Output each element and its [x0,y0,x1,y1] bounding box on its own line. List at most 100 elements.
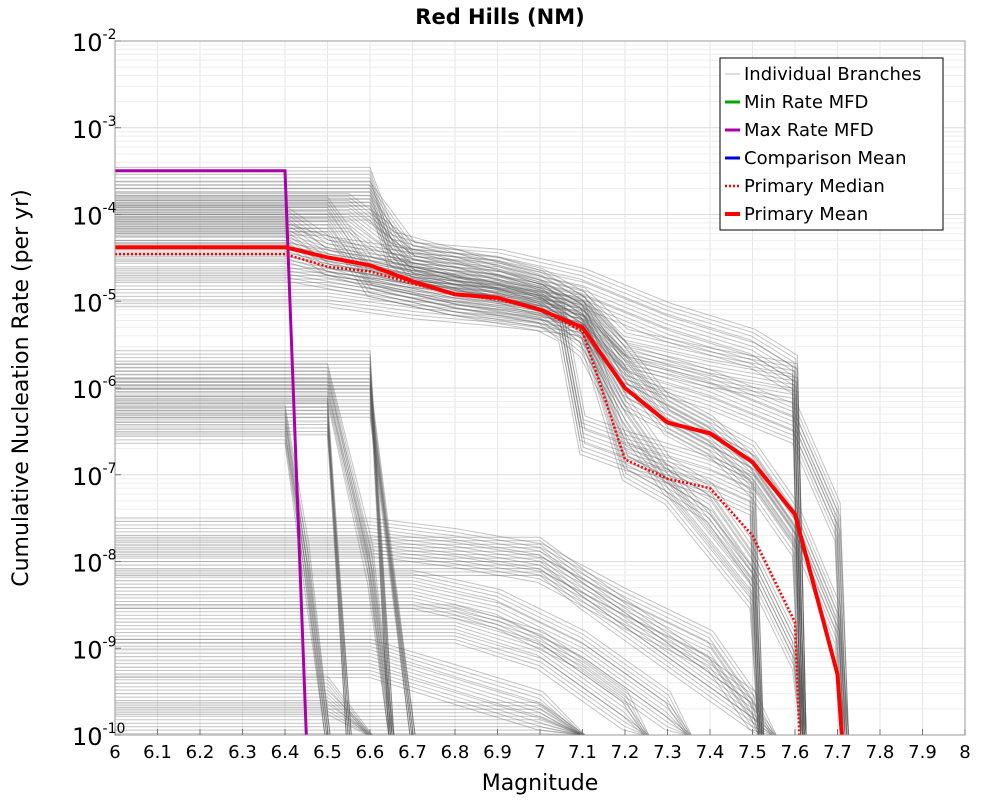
branch-line [115,656,584,736]
branch-line [115,282,849,736]
branch-line [115,203,802,736]
branch-line [115,415,326,736]
branch-line [115,195,807,736]
branch-line [115,583,692,736]
branch-line [115,371,391,736]
branch-line [115,425,328,736]
branch-line [115,242,764,736]
branch-line [115,701,586,736]
branch-line [115,236,848,736]
y-tick-label: 10-4 [72,201,117,231]
branch-line [115,410,352,736]
branch-line [115,213,804,736]
branch-line [115,227,804,736]
x-tick-label: 7.2 [611,742,640,763]
branch-line [115,210,805,736]
branch-line [115,191,802,736]
branch-line [115,193,807,736]
branch-line [115,439,328,736]
branch-line [115,642,584,736]
branch-line [115,632,650,736]
branch-line [115,569,692,736]
branch-line [115,642,644,736]
x-tick-label: 6.9 [483,742,512,763]
branch-line [115,255,764,736]
branch-line [115,628,645,736]
branch-lines [115,166,849,736]
branch-line [115,295,849,736]
branch-line [115,712,581,736]
x-tick-label: 7.6 [781,742,810,763]
branch-line [115,350,395,736]
branch-line [115,548,763,736]
branch-line [115,703,373,736]
branch-line [115,590,689,736]
branch-line [115,391,395,736]
branch-line [115,181,807,736]
branch-line [115,670,584,736]
branch-line [115,576,689,736]
branch-line [115,597,692,736]
branch-line [115,208,848,736]
branch-line [115,166,807,736]
branch-line [115,384,391,736]
branch-line [115,409,414,736]
x-tick-label: 6.6 [356,742,385,763]
branch-line [115,427,351,736]
branch-line [115,366,393,736]
x-tick-label: 6.3 [228,742,257,763]
branch-line [115,273,763,736]
branch-line [115,363,395,736]
branch-line [115,568,775,736]
branch-line [115,260,802,736]
y-tick-label: 10-9 [72,634,117,664]
branch-line [115,604,650,736]
branch-line [115,682,370,736]
branch-line [115,580,687,736]
branch-line [115,250,807,736]
branch-line [115,649,581,736]
branch-line [115,387,390,736]
branch-line [115,413,413,736]
branch-line [115,229,844,736]
branch-line [115,536,777,736]
x-tick-label: 7.4 [696,742,725,763]
x-tick-label: 8 [959,742,970,763]
branch-line [115,396,352,736]
y-tick-label: 10-8 [72,548,117,578]
branch-line [115,360,390,736]
branch-line [115,196,805,736]
branch-line [115,200,763,736]
branch-line [115,517,764,736]
primary-mean-line [115,245,844,736]
branch-line [115,594,687,736]
branch-line [115,411,328,736]
branch-line [115,431,349,736]
branch-line [115,170,805,736]
branch-line [115,571,774,736]
branch-line [115,677,580,736]
branch-line [115,227,763,736]
branch-line [115,402,411,736]
branch-line [115,663,581,736]
branch-line [115,374,390,736]
branch-line [115,705,584,736]
branch-line [115,187,804,736]
branch-line [115,202,804,736]
branch-line [115,370,391,736]
legend-label: Individual Branches [744,64,921,85]
y-tick-label: 10-5 [72,287,117,317]
branch-line [115,545,764,736]
branch-line [115,200,804,736]
branch-line [115,257,804,736]
branch-line [115,381,393,736]
legend: Individual Branches Min Rate MFD Max Rate … [719,57,944,231]
branch-line [115,385,413,736]
x-tick-label: 6 [109,742,120,763]
branch-line [115,373,390,736]
chart-title: Red Hills (NM) [415,5,584,29]
branch-line [115,601,690,736]
branch-line [115,575,772,736]
branch-line [115,413,351,736]
branch-line [115,220,807,736]
